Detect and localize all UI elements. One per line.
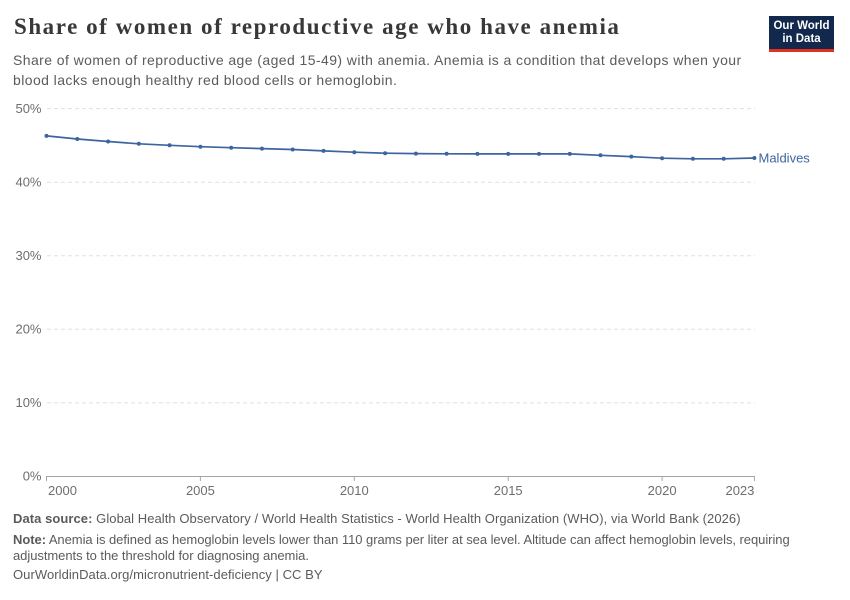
svg-text:2020: 2020 bbox=[648, 483, 677, 498]
svg-text:50%: 50% bbox=[15, 101, 41, 116]
svg-text:30%: 30% bbox=[15, 248, 41, 263]
svg-text:2000: 2000 bbox=[48, 483, 77, 498]
svg-text:2023: 2023 bbox=[725, 483, 754, 498]
svg-text:2010: 2010 bbox=[340, 483, 369, 498]
svg-text:2005: 2005 bbox=[186, 483, 215, 498]
svg-text:0%: 0% bbox=[23, 469, 42, 484]
svg-text:20%: 20% bbox=[15, 322, 41, 337]
svg-text:Maldives: Maldives bbox=[759, 151, 811, 166]
svg-text:10%: 10% bbox=[15, 395, 41, 410]
svg-text:40%: 40% bbox=[15, 174, 41, 189]
svg-text:2015: 2015 bbox=[494, 483, 523, 498]
